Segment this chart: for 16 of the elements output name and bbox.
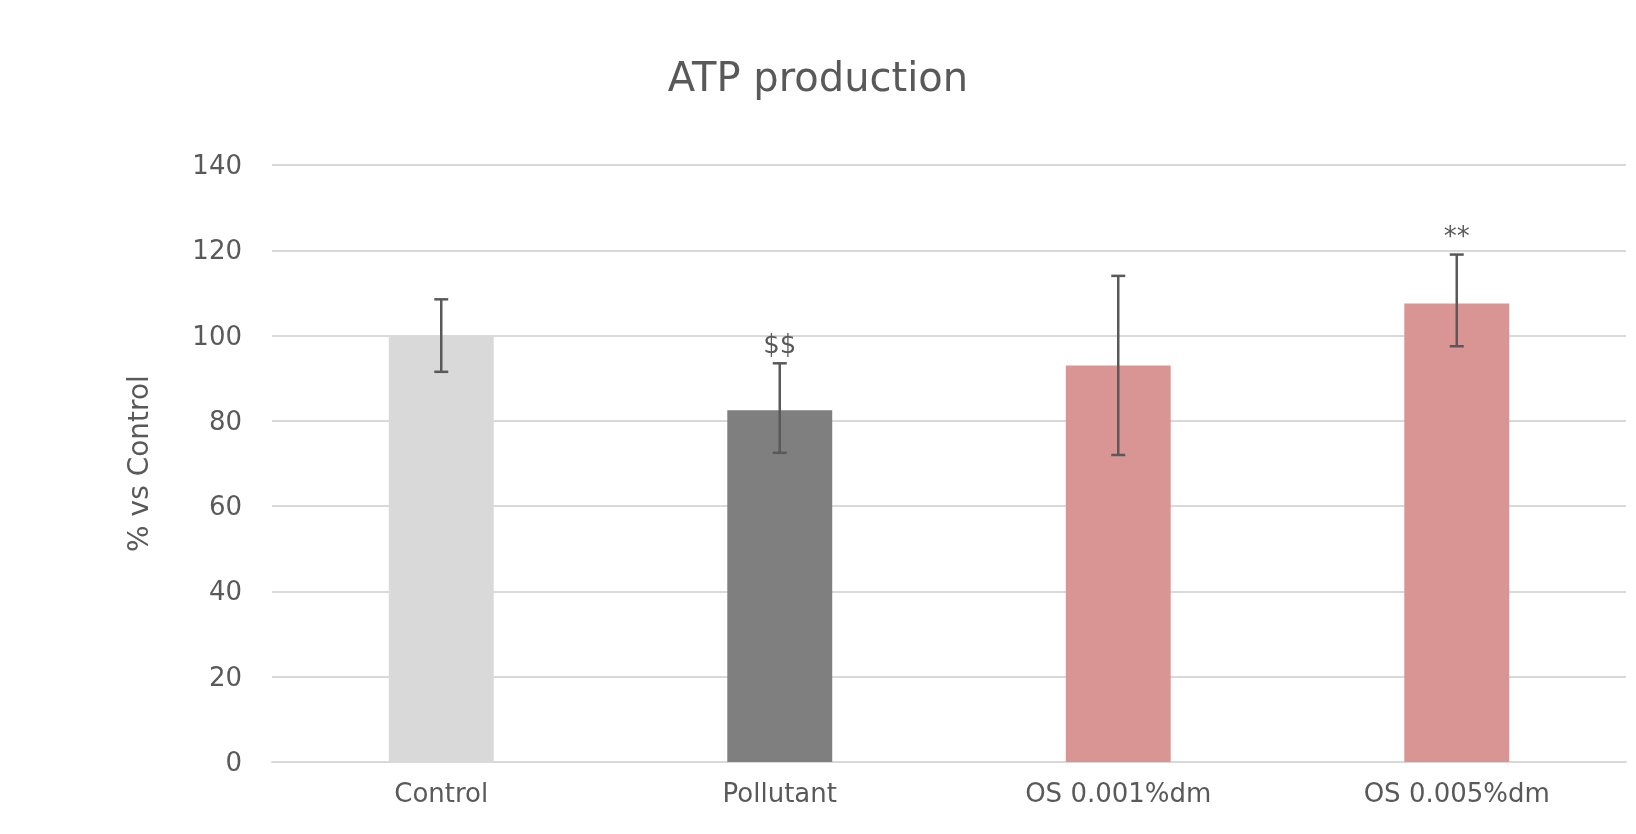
x-tick-label: Control bbox=[394, 778, 489, 808]
y-axis-title: % vs Control bbox=[121, 375, 155, 552]
y-tick-label: 120 bbox=[192, 235, 242, 266]
x-tick-label: OS 0.005%dm bbox=[1363, 778, 1550, 808]
y-tick-label: 40 bbox=[208, 576, 242, 607]
y-tick-label: 0 bbox=[225, 747, 242, 777]
annotation: $$ bbox=[763, 329, 797, 360]
annotation: ** bbox=[1443, 220, 1470, 251]
x-tick-label: Pollutant bbox=[722, 778, 837, 808]
y-tick-label: 140 bbox=[192, 150, 242, 180]
y-tick-label: 100 bbox=[192, 320, 242, 351]
y-tick-label: 80 bbox=[208, 405, 242, 436]
y-tick-label: 20 bbox=[208, 661, 242, 692]
chart-title: ATP production bbox=[667, 54, 969, 100]
x-tick-label: OS 0.001%dm bbox=[1025, 778, 1212, 808]
y-tick-label: 60 bbox=[208, 491, 242, 522]
